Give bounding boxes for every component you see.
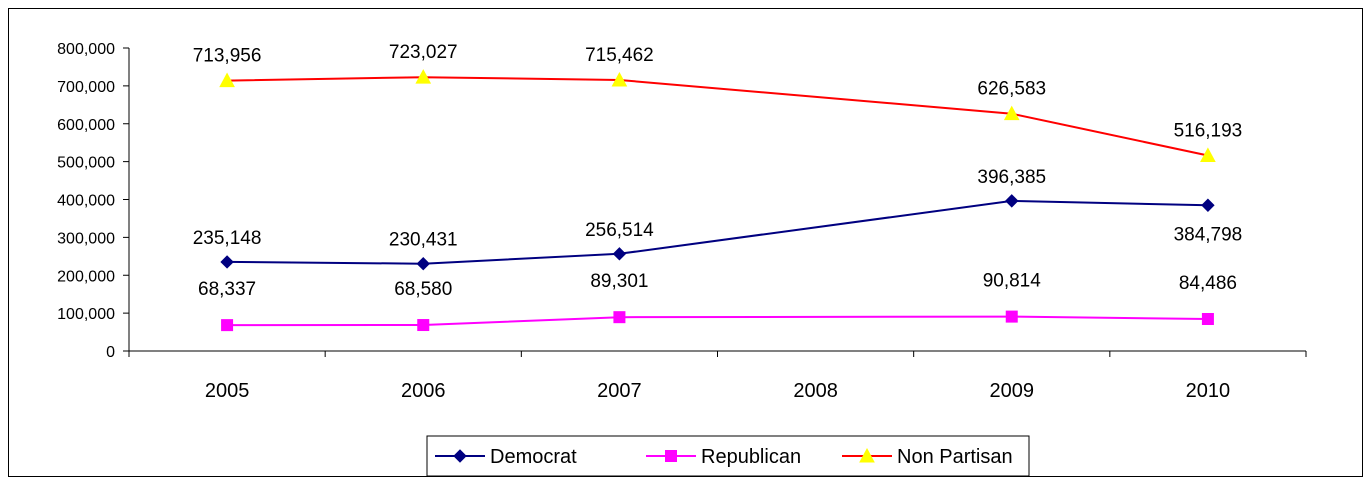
y-tick-label: 700,000 <box>57 79 115 96</box>
point-democrat-2010 <box>1201 198 1215 212</box>
series-democrat <box>220 194 1215 271</box>
point-non-partisan-2009 <box>1003 105 1020 121</box>
x-tick-label-2006: 2006 <box>401 380 446 402</box>
point-non-partisan-2006 <box>415 69 432 84</box>
y-tick-label: 800,000 <box>57 41 115 58</box>
legend-marker-democrat <box>453 449 467 463</box>
data-label-democrat-2010: 384,798 <box>1174 224 1243 245</box>
y-tick-label: 300,000 <box>57 230 115 247</box>
point-democrat-2006 <box>416 257 430 271</box>
legend-marker-republican <box>665 450 677 462</box>
data-label-democrat-2005: 235,148 <box>193 228 262 249</box>
y-tick-label: 100,000 <box>57 306 115 323</box>
data-label-non-partisan-2007: 715,462 <box>585 45 654 66</box>
point-republican-2005 <box>221 319 234 332</box>
legend-label-democrat: Democrat <box>490 446 577 468</box>
point-non-partisan-2007 <box>611 71 628 87</box>
data-label-republican-2007: 89,301 <box>590 271 648 292</box>
legend-entry-republican: Republican <box>646 446 801 468</box>
y-tick-label: 0 <box>106 344 115 361</box>
point-democrat-2005 <box>220 255 234 269</box>
x-tick-label-2010: 2010 <box>1186 380 1231 402</box>
legend-entry-non-partisan: Non Partisan <box>842 446 1013 468</box>
data-labels: 235,148 230,431 256,514 396,385 384,798 68,33… <box>193 42 1243 300</box>
series-line-democrat <box>227 199 1208 265</box>
legend-label-republican: Republican <box>701 446 801 468</box>
series-line-republican <box>227 315 1208 327</box>
data-label-republican-2010: 84,486 <box>1179 273 1237 294</box>
point-democrat-2007 <box>612 247 627 261</box>
data-label-non-partisan-2006: 723,027 <box>389 42 458 63</box>
series-non-partisan <box>219 69 1216 162</box>
x-tick-label-2005: 2005 <box>205 380 250 402</box>
axes: 0 100,000 200,000 300,000 400,000 500,000 600,… <box>57 41 1307 402</box>
chart-frame: 0 100,000 200,000 300,000 400,000 500,000 600,… <box>8 8 1363 477</box>
data-label-republican-2006: 68,580 <box>394 279 452 300</box>
point-non-partisan-2005 <box>219 72 235 88</box>
point-republican-2006 <box>417 319 430 332</box>
legend: Democrat Republican Non Partisan <box>426 435 1030 477</box>
legend-entry-democrat: Democrat <box>435 446 577 468</box>
y-tick-label: 600,000 <box>57 117 115 134</box>
data-label-republican-2009: 90,814 <box>983 271 1042 292</box>
data-label-non-partisan-2005: 713,956 <box>193 46 262 67</box>
line-chart: 0 100,000 200,000 300,000 400,000 500,000 600,… <box>57 41 1307 477</box>
series-layer <box>219 69 1216 332</box>
data-label-republican-2005: 68,337 <box>198 279 256 300</box>
data-label-democrat-2006: 230,431 <box>389 230 458 251</box>
point-democrat-2009 <box>1005 194 1019 208</box>
x-tick-label-2008: 2008 <box>793 380 838 402</box>
data-label-democrat-2009: 396,385 <box>977 167 1046 188</box>
y-tick-label: 400,000 <box>57 193 115 210</box>
point-republican-2009 <box>1005 310 1018 323</box>
series-line-non-partisan <box>227 76 1209 157</box>
data-label-democrat-2007: 256,514 <box>585 220 654 241</box>
x-tick-label-2009: 2009 <box>990 380 1035 402</box>
point-republican-2007 <box>613 311 626 324</box>
legend-box <box>426 435 1030 477</box>
point-non-partisan-2010 <box>1200 147 1216 162</box>
data-label-non-partisan-2010: 516,193 <box>1174 120 1243 141</box>
data-label-non-partisan-2009: 626,583 <box>977 79 1046 100</box>
y-tick-label: 500,000 <box>57 155 115 172</box>
y-tick-label: 200,000 <box>57 268 115 285</box>
legend-label-non-partisan: Non Partisan <box>897 446 1013 468</box>
point-republican-2010 <box>1201 313 1214 326</box>
legend-marker-non-partisan <box>859 447 875 463</box>
x-tick-label-2007: 2007 <box>597 380 642 402</box>
series-republican <box>221 310 1214 332</box>
